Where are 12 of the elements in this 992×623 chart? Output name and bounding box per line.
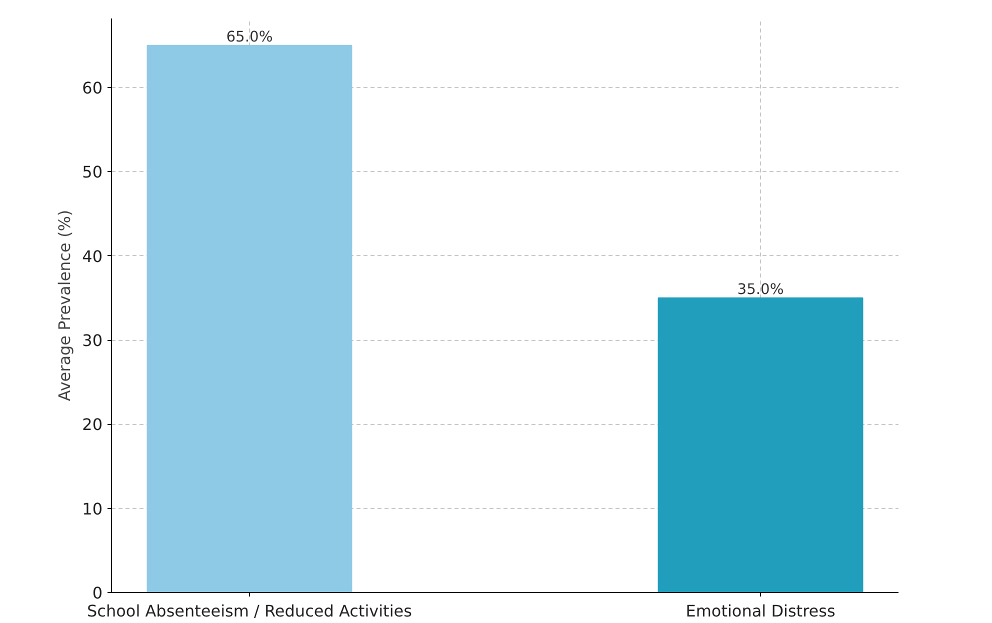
- y-tick-label: 60: [82, 78, 102, 98]
- y-axis-title: Average Prevalence (%): [55, 210, 74, 402]
- x-tick-label: Emotional Distress: [686, 602, 836, 620]
- y-tick-label: 20: [82, 415, 102, 434]
- y-tick-label: 0: [92, 584, 103, 602]
- data-label: 65.0%: [226, 28, 273, 46]
- x-tick-label: School Absenteeism / Reduced Activities: [87, 602, 412, 620]
- data-label: 35.0%: [737, 280, 784, 298]
- y-tick-label: 40: [82, 246, 102, 266]
- y-tick-label: 30: [82, 331, 102, 350]
- y-tick-label: 10: [82, 499, 102, 518]
- y-tick-label: 50: [82, 162, 102, 182]
